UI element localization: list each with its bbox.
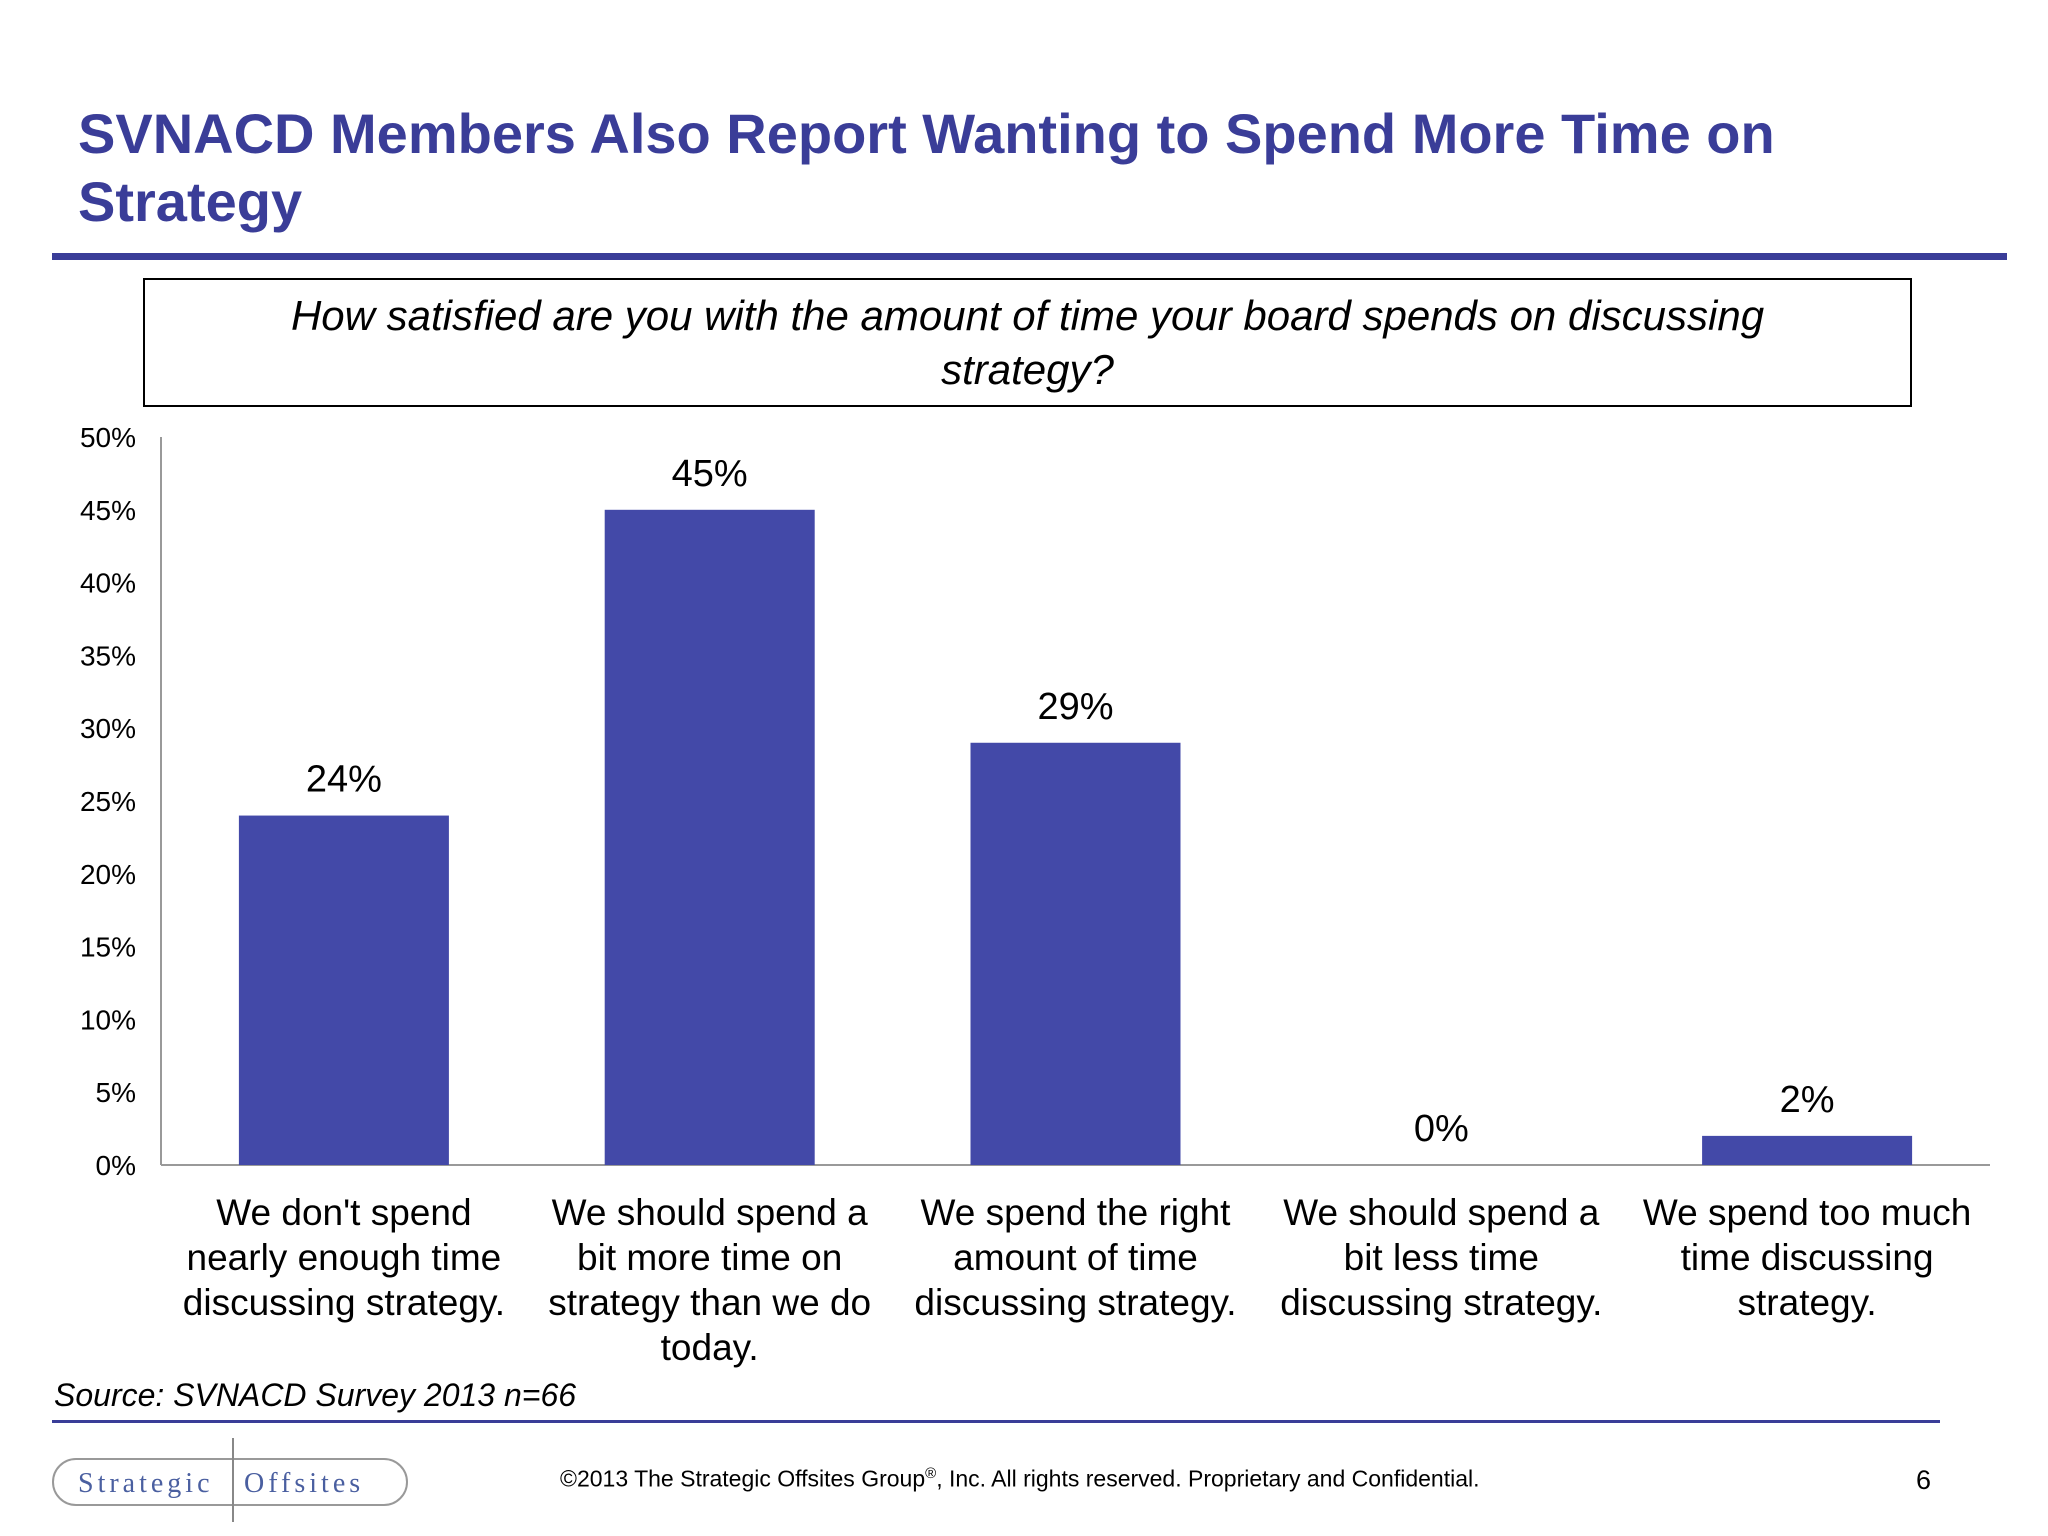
x-category-label: We don't spend nearly enough time discus…	[169, 1190, 519, 1325]
footer-divider	[52, 1420, 1940, 1423]
copyright-text-rest: , Inc. All rights reserved. Proprietary …	[936, 1466, 1479, 1492]
y-tick-label: 50%	[80, 422, 136, 453]
data-label: 0%	[1414, 1108, 1469, 1150]
y-tick-label: 20%	[80, 859, 136, 890]
x-category-label: We should spend a bit more time on strat…	[535, 1190, 885, 1370]
copyright-notice: ©2013 The Strategic Offsites Group®, Inc…	[560, 1465, 1480, 1493]
y-tick-label: 30%	[80, 713, 136, 744]
strategic-offsites-logo: Strategic Offsites	[52, 1438, 410, 1522]
data-label: 29%	[1037, 686, 1113, 728]
logo-divider	[232, 1438, 234, 1522]
copyright-text: ©2013 The Strategic Offsites Group	[560, 1466, 925, 1492]
y-tick-label: 0%	[96, 1150, 136, 1181]
y-tick-label: 40%	[80, 568, 136, 599]
y-tick-label: 35%	[80, 640, 136, 671]
bar	[1702, 1136, 1912, 1165]
data-label: 2%	[1780, 1079, 1835, 1121]
logo-word-left: Strategic	[78, 1468, 214, 1500]
bar	[605, 510, 815, 1165]
page-number: 6	[1916, 1465, 1931, 1496]
data-label: 45%	[672, 453, 748, 495]
x-category-label: We spend too much time discussing strate…	[1632, 1190, 1982, 1325]
y-tick-label: 45%	[80, 495, 136, 526]
bar	[971, 743, 1181, 1165]
x-category-label: We spend the right amount of time discus…	[901, 1190, 1251, 1325]
bar	[239, 816, 449, 1165]
y-tick-label: 15%	[80, 932, 136, 963]
data-label: 24%	[306, 759, 382, 801]
registered-mark: ®	[925, 1465, 936, 1482]
source-note: Source: SVNACD Survey 2013 n=66	[54, 1377, 576, 1414]
y-tick-label: 10%	[80, 1004, 136, 1035]
y-tick-label: 5%	[96, 1077, 136, 1108]
y-tick-label: 25%	[80, 786, 136, 817]
x-category-label: We should spend a bit less time discussi…	[1266, 1190, 1616, 1325]
logo-word-right: Offsites	[244, 1468, 364, 1500]
